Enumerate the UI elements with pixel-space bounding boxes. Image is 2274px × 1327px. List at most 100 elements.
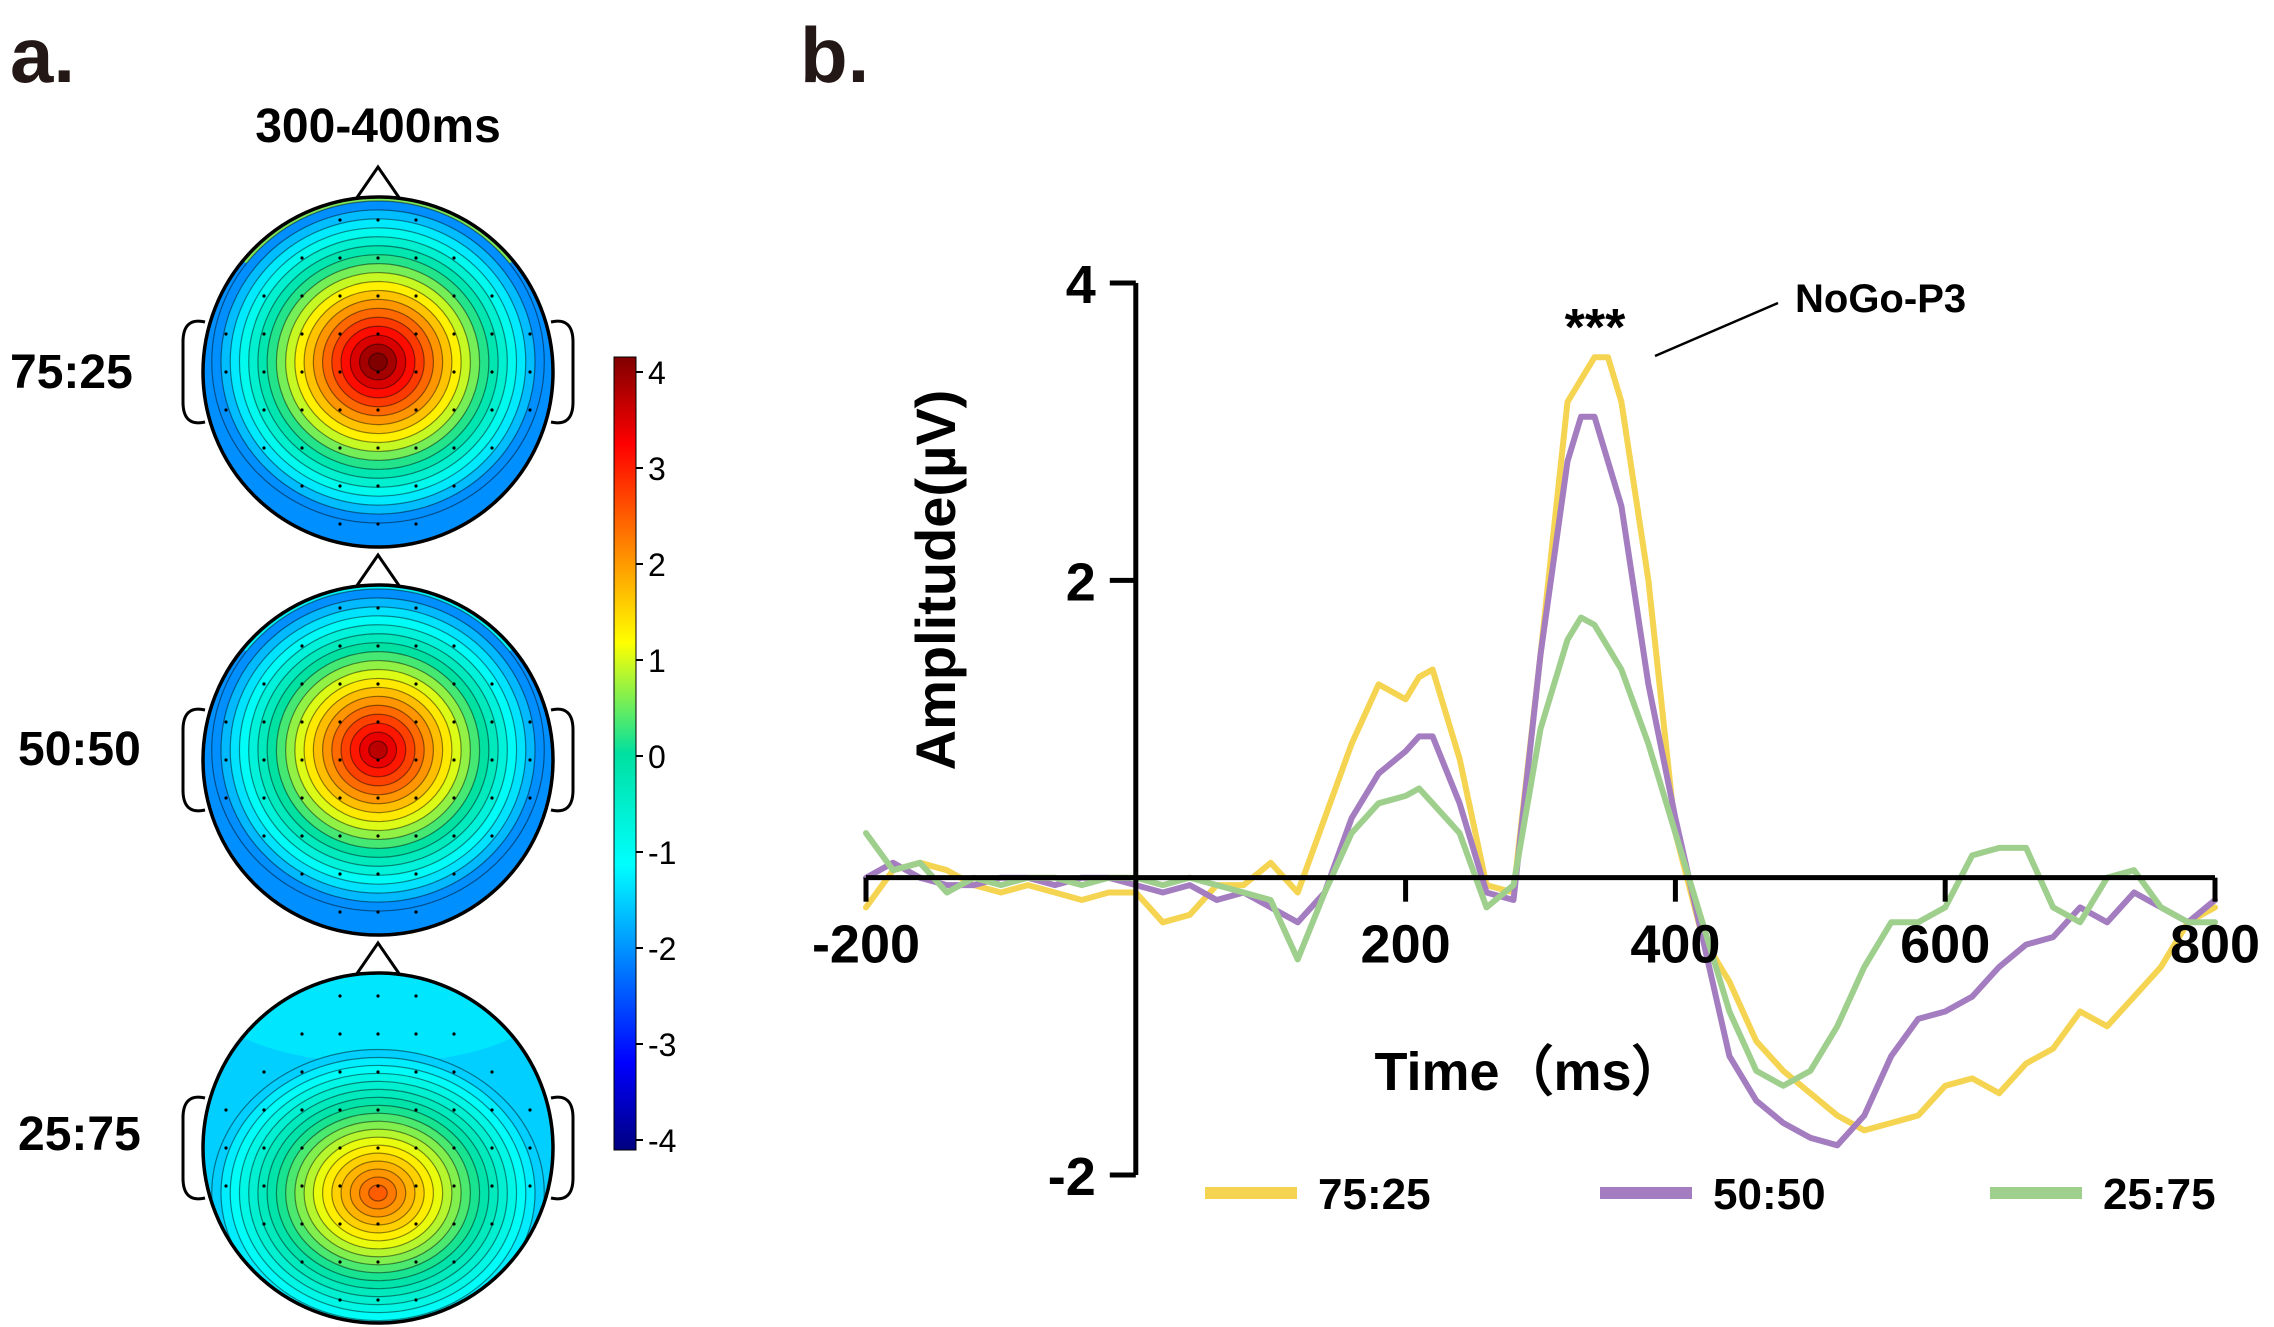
- electrode-dot: [376, 1222, 380, 1226]
- electrode-dot: [300, 1260, 304, 1264]
- electrode-dot: [414, 294, 418, 298]
- electrode-dot: [262, 758, 266, 762]
- colorbar-tick-label: 3: [648, 451, 666, 487]
- electrode-dot: [338, 994, 342, 998]
- electrode-dot: [224, 408, 228, 412]
- electrode-dot: [300, 682, 304, 686]
- electrode-dot: [528, 796, 532, 800]
- topomap-label-50-50: 50:50: [18, 723, 141, 776]
- electrode-dot: [452, 682, 456, 686]
- electrode-dot: [300, 1070, 304, 1074]
- contour-level: [368, 352, 388, 372]
- electrode-dot: [376, 256, 380, 260]
- electrode-dot: [262, 1146, 266, 1150]
- electrode-dot: [262, 370, 266, 374]
- electrode-dot: [376, 872, 380, 876]
- colorbar-tick-label: 4: [648, 355, 666, 391]
- electrode-dot: [338, 522, 342, 526]
- electrode-dot: [414, 994, 418, 998]
- electrode-dot: [376, 994, 380, 998]
- legend-label-75-25: 75:25: [1318, 1170, 1431, 1219]
- electrode-dot: [490, 758, 494, 762]
- nose-icon: [354, 164, 402, 200]
- electrode-dot: [224, 370, 228, 374]
- electrode-dot: [300, 332, 304, 336]
- electrode-dot: [452, 256, 456, 260]
- topomap-50-50: [181, 552, 575, 937]
- electrode-dot: [300, 1032, 304, 1036]
- x-axis-label: Time（ms）: [1374, 1042, 1685, 1102]
- head-outline: [201, 583, 555, 937]
- electrode-dot: [376, 758, 380, 762]
- electrode-dot: [414, 1032, 418, 1036]
- panel-a-window-title: 300-400ms: [255, 100, 501, 153]
- electrode-dot: [452, 720, 456, 724]
- electrode-dot: [452, 1146, 456, 1150]
- nose-icon: [354, 940, 402, 976]
- electrode-dot: [376, 1298, 380, 1302]
- electrode-dot: [338, 682, 342, 686]
- topomap-label-25-75: 25:75: [18, 1108, 141, 1161]
- electrode-dot: [262, 796, 266, 800]
- electrode-dot: [490, 720, 494, 724]
- electrode-dot: [528, 1184, 532, 1188]
- x-tick-label: -200: [812, 915, 920, 975]
- electrode-dot: [224, 332, 228, 336]
- electrode-dot: [376, 218, 380, 222]
- electrode-dot: [262, 1108, 266, 1112]
- electrode-dot: [300, 1146, 304, 1150]
- colorbar-ticks: 4 3 2 1 0 -1 -2 -3 -4: [636, 355, 676, 1159]
- electrode-dot: [414, 256, 418, 260]
- topomap-label-75-25: 75:25: [10, 346, 133, 399]
- x-tick-label: 600: [1900, 915, 1990, 975]
- electrode-dot: [300, 446, 304, 450]
- electrode-dot: [376, 1260, 380, 1264]
- electrode-dot: [376, 1032, 380, 1036]
- legend-label-25-75: 25:75: [2103, 1170, 2216, 1219]
- electrode-dot: [376, 522, 380, 526]
- electrode-dot: [414, 834, 418, 838]
- ear-left-icon: [181, 707, 206, 813]
- topomap-25-75: [181, 940, 575, 1325]
- electrode-dot: [338, 408, 342, 412]
- electrode-dot: [490, 1222, 494, 1226]
- y-axis-label: Amplitude(µV): [904, 390, 967, 771]
- electrode-dot: [338, 484, 342, 488]
- electrode-dot: [376, 446, 380, 450]
- electrode-dot: [300, 484, 304, 488]
- electrode-dot: [490, 332, 494, 336]
- electrode-dot: [300, 720, 304, 724]
- electrode-dot: [452, 1108, 456, 1112]
- electrode-dot: [414, 446, 418, 450]
- electrode-dot: [452, 408, 456, 412]
- contour-level: [368, 740, 388, 760]
- electrode-dot: [414, 218, 418, 222]
- nose-icon: [354, 552, 402, 588]
- electrode-dot: [338, 1260, 342, 1264]
- electrode-dot: [224, 758, 228, 762]
- head-outline: [201, 971, 555, 1325]
- ear-right-icon: [550, 707, 575, 813]
- ear-left-icon: [181, 319, 206, 425]
- electrode-dot: [262, 720, 266, 724]
- electrode-dot: [338, 1184, 342, 1188]
- panel-b-letter: b.: [800, 11, 869, 99]
- electrode-dot: [338, 256, 342, 260]
- colorbar: [613, 356, 637, 1151]
- electrode-dot: [262, 834, 266, 838]
- electrode-dot: [376, 796, 380, 800]
- electrode-dot: [376, 606, 380, 610]
- electrode-dot: [262, 332, 266, 336]
- electrode-dot: [490, 1146, 494, 1150]
- electrode-dot: [376, 644, 380, 648]
- electrode-dot: [300, 1108, 304, 1112]
- annotation-leader-line: [1654, 301, 1779, 358]
- electrode-dot: [300, 408, 304, 412]
- electrode-dot: [376, 332, 380, 336]
- electrode-dot: [490, 834, 494, 838]
- electrode-dot: [414, 1146, 418, 1150]
- electrode-dot: [528, 758, 532, 762]
- electrode-dot: [414, 370, 418, 374]
- frontal-region: [203, 973, 553, 1063]
- panel-a-letter: a.: [10, 11, 75, 99]
